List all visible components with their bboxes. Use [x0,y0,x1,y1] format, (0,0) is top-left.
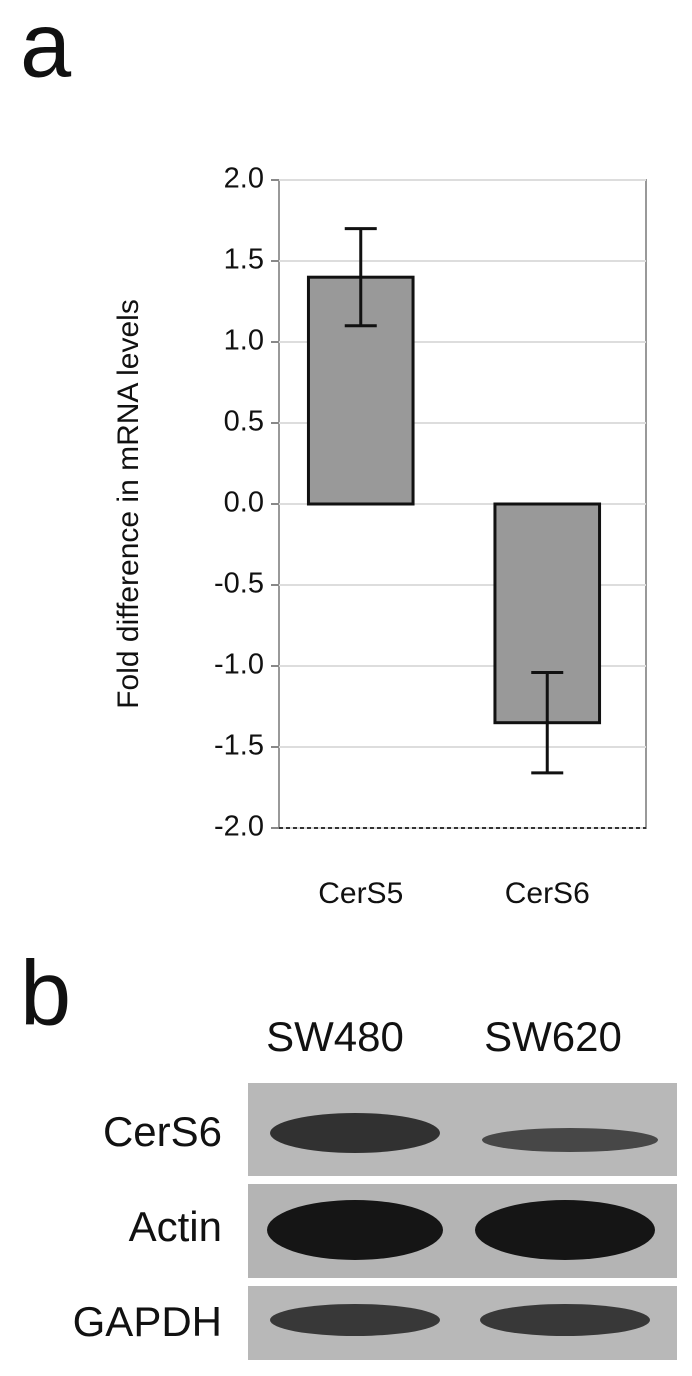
y-tick-label: 0.5 [224,406,264,438]
y-tick-label: -0.5 [214,568,264,600]
y-tick-label: 2.0 [224,163,264,195]
western-blot [248,1083,677,1360]
error-bar [531,670,564,775]
blot-row-label: CerS6 [103,1108,222,1155]
blot-row-label: GAPDH [73,1298,222,1345]
blot-column-label: SW480 [266,1013,404,1060]
blot-band [480,1304,650,1336]
x-tick-label: CerS5 [318,877,403,910]
y-tick-label: -1.0 [214,649,264,681]
error-bar [344,227,377,328]
blot-band [270,1113,440,1153]
blot-band [270,1304,440,1336]
blot-band [267,1200,443,1260]
blot-band [475,1200,655,1260]
y-tick-label: -1.5 [214,730,264,762]
y-tick-label: -2.0 [214,811,264,843]
x-tick-label: CerS6 [505,877,590,910]
panel-label: a [20,0,72,96]
blot-row-label: Actin [129,1203,222,1250]
y-tick-label: 1.5 [224,244,264,276]
y-tick-label: 1.0 [224,325,264,357]
blot-band [482,1128,658,1152]
blot-column-label: SW620 [484,1013,622,1060]
y-tick-label: 0.0 [224,487,264,519]
panel-label: b [20,942,71,1044]
y-axis-label: Fold difference in mRNA levels [112,299,145,709]
